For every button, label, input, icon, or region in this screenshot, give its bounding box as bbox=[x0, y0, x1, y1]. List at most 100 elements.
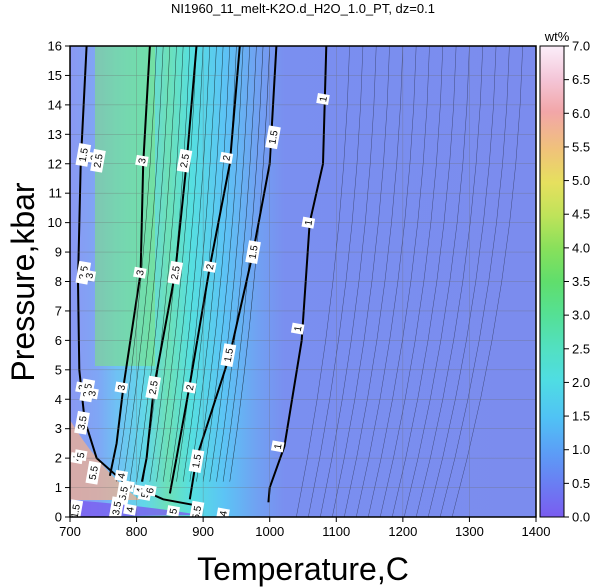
contour-label-text: 2.5 bbox=[148, 379, 161, 395]
contour-label-bg bbox=[114, 381, 129, 394]
contour-line-minor bbox=[182, 46, 224, 482]
contour-label: 1 bbox=[290, 322, 305, 335]
contour-label-text: 5 bbox=[140, 491, 152, 499]
contour-label-bg bbox=[176, 148, 193, 173]
y-tick-label: 15 bbox=[48, 68, 62, 83]
contour-label-text: 4 bbox=[218, 510, 230, 518]
contour-label: 3 bbox=[135, 154, 149, 167]
grid-lines bbox=[70, 46, 536, 517]
contour-label: 1.5 bbox=[188, 449, 205, 473]
contour-label-bg bbox=[143, 484, 157, 497]
contour-label-text: 4 bbox=[116, 472, 128, 480]
contour-line-minor bbox=[176, 46, 217, 482]
contour-line-minor bbox=[129, 46, 171, 482]
contour-label: 3 bbox=[82, 269, 97, 282]
contour-label-bg bbox=[290, 322, 305, 335]
contour-label-text: 1.5 bbox=[78, 147, 91, 163]
contour-label-bg bbox=[85, 460, 102, 485]
y-tick-label: 12 bbox=[48, 156, 62, 171]
colorbar bbox=[539, 45, 565, 518]
contour-label-bg bbox=[108, 496, 125, 517]
contour-label-bg bbox=[70, 499, 84, 517]
contour-label-text: 1.5 bbox=[223, 347, 236, 363]
x-tick-label: 1000 bbox=[255, 524, 284, 539]
contour-label: 2 bbox=[203, 260, 217, 273]
contour-label-bg bbox=[114, 469, 129, 482]
contour-label-text: 2 bbox=[205, 263, 217, 271]
contour-label: 2.5 bbox=[167, 260, 184, 285]
contour-label-text: 1 bbox=[293, 325, 305, 333]
contour-label-text: 3 bbox=[135, 269, 147, 277]
y-tick-label: 3 bbox=[55, 421, 62, 436]
contour-label-bg bbox=[265, 125, 281, 150]
y-tick-label: 8 bbox=[55, 274, 62, 289]
contour-label: 1.5 bbox=[75, 143, 92, 167]
contour-label-bg bbox=[188, 449, 205, 473]
contour-label: 3.5 bbox=[74, 410, 90, 435]
contour-line-minor bbox=[156, 46, 197, 482]
y-tick-label: 4 bbox=[55, 392, 62, 407]
contour-label-text: 1.5 bbox=[267, 129, 280, 145]
contour-label-text: 3 bbox=[116, 384, 128, 392]
contour-label: 3 bbox=[114, 381, 129, 394]
y-tick-label: 0 bbox=[55, 510, 62, 525]
colorbar-tick-label: 0.0 bbox=[572, 510, 590, 525]
contour-label-text: 6 bbox=[145, 487, 157, 495]
x-tick-label: 900 bbox=[192, 524, 214, 539]
colorbar-tick-label: 1.0 bbox=[572, 442, 590, 457]
contour-label-text: 2 bbox=[185, 384, 197, 392]
x-tick-label: 1300 bbox=[455, 524, 484, 539]
x-axis: 700 800 900 1000 1100 1200 1300 1400 bbox=[59, 517, 550, 539]
colorbar-tick-label: 3.5 bbox=[572, 274, 590, 289]
contour-label: 5 bbox=[73, 449, 88, 462]
contour-label: 5.5 bbox=[85, 460, 102, 485]
contour-label: 4 bbox=[123, 503, 137, 516]
contour-label-bg bbox=[245, 240, 261, 264]
contour-label: 1 bbox=[316, 93, 330, 105]
contour-label-text: 1.5 bbox=[247, 244, 260, 260]
contour-label-text: 4 bbox=[125, 506, 137, 514]
contour-label: 1 bbox=[301, 216, 316, 229]
contour-label: 5.5 bbox=[188, 500, 205, 521]
colorbar-tick-label: 3.0 bbox=[572, 308, 590, 323]
colorbar-tick-label: 5.5 bbox=[572, 139, 590, 154]
contour-label-bg bbox=[145, 375, 162, 400]
contour-label-bg bbox=[203, 260, 217, 273]
contour-label: 2 bbox=[219, 151, 233, 164]
colorbar-tick-label: 5.0 bbox=[572, 173, 590, 188]
contour-line-minor bbox=[162, 46, 204, 482]
contour-line-minor bbox=[202, 46, 244, 482]
contour-label-bg bbox=[82, 269, 97, 282]
contour-label-text: 1 bbox=[273, 442, 285, 450]
contour-line-minor bbox=[142, 46, 184, 482]
contour-label-bg bbox=[73, 449, 88, 462]
contour-label-text: 1.5 bbox=[191, 453, 204, 469]
y-tick-label: 6 bbox=[55, 333, 62, 348]
colorbar-tick-label: 7.0 bbox=[572, 39, 590, 54]
x-tick-label: 1200 bbox=[388, 524, 417, 539]
contour-label-bg bbox=[316, 93, 330, 105]
contour-line-minor bbox=[229, 46, 270, 482]
y-tick-label: 10 bbox=[48, 215, 62, 230]
contour-label-text: 5.5 bbox=[191, 505, 204, 521]
contour-label-text: 5.5 bbox=[88, 465, 101, 481]
contour-label-text: 2.5 bbox=[179, 153, 192, 169]
contour-label-text: 3 bbox=[84, 272, 96, 280]
y-axis-title: Pressure,kbar bbox=[5, 182, 41, 382]
contour-label-bg bbox=[301, 216, 316, 229]
colorbar-tick-label: 6.5 bbox=[572, 72, 590, 87]
contour-label-bg bbox=[74, 410, 90, 435]
contour-label-text: 5.5 bbox=[118, 485, 131, 501]
contour-label-bg bbox=[270, 440, 285, 453]
contour-label-bg bbox=[75, 143, 92, 167]
contour-label-bg bbox=[166, 505, 180, 517]
colorbar-ticks: 0.0 0.5 1.0 1.5 2.0 2.5 3.0 3.5 4.0 4.5 5.0 5.5 6.0 6… bbox=[564, 39, 590, 525]
contour-label-bg bbox=[135, 154, 149, 167]
chart-title: NI1960_11_melt-K2O.d_H2O_1.0_PT, dz=0.1 bbox=[171, 1, 435, 16]
contour-label-text: 3 bbox=[137, 157, 149, 165]
y-tick-label: 11 bbox=[49, 186, 63, 201]
contour-label-text: 2 bbox=[221, 154, 233, 162]
colorbar-tick-label: 4.5 bbox=[572, 207, 590, 222]
